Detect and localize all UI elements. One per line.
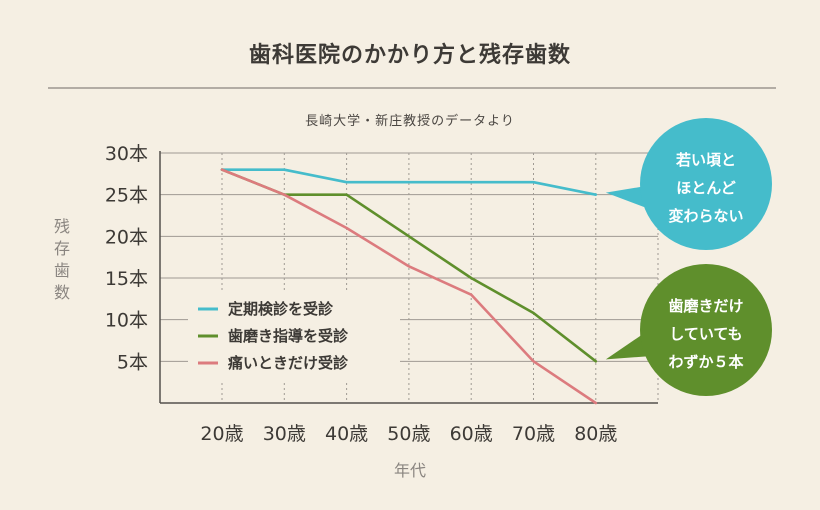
callout-pointer-1: [605, 332, 652, 360]
callout-pointer-0: [605, 186, 652, 210]
chart-title: 歯科医院のかかり方と残存歯数: [249, 42, 571, 68]
x-tick-label-3: 50歳: [387, 423, 430, 445]
y-axis-label-char-2: 歯: [54, 261, 70, 280]
series-lines: [220, 168, 598, 405]
y-tick-label-4: 10本: [105, 310, 148, 332]
x-tick-label-5: 70歳: [512, 423, 555, 445]
y-tick-label-1: 25本: [105, 185, 148, 207]
y-axis-label-char-3: 数: [54, 283, 70, 302]
legend-box: [188, 292, 400, 382]
series-line-2: [220, 168, 598, 405]
y-axis-label: 残存歯数: [54, 217, 70, 302]
y-axis-label-char-0: 残: [54, 217, 70, 236]
callout-text-1-1: していても: [669, 325, 742, 343]
y-tick-label-2: 20本: [105, 226, 148, 248]
y-tick-label-3: 15本: [105, 268, 148, 290]
callout-text-0-0: 若い頃と: [675, 151, 736, 169]
y-ticks: 30本 25本 20本 15本 10本 5本: [105, 143, 148, 373]
x-tick-label-2: 40歳: [325, 423, 368, 445]
callout-text-0-2: 変わらない: [668, 207, 743, 225]
y-tick-label-5: 5本: [117, 351, 148, 373]
y-axis-label-char-1: 存: [54, 239, 70, 258]
x-tick-label-1: 30歳: [263, 423, 306, 445]
callout-text-1-0: 歯磨きだけ: [668, 297, 743, 315]
y-tick-label-0: 30本: [105, 143, 148, 165]
chart-subtitle: 長崎大学・新庄教授のデータより: [305, 113, 515, 129]
callout-bubble-1: [640, 264, 772, 396]
series-line-0: [220, 168, 598, 196]
x-tick-label-0: 20歳: [200, 423, 243, 445]
x-axis-label: 年代: [394, 461, 426, 480]
x-ticks: 20歳 30歳 40歳 50歳 60歳 70歳 80歳: [200, 423, 617, 445]
x-tick-label-6: 80歳: [574, 423, 617, 445]
legend-entry-2: 痛いときだけ受診: [227, 354, 349, 372]
callout-text-0-1: ほとんど: [676, 179, 736, 197]
x-tick-label-4: 60歳: [450, 423, 493, 445]
callout-bubble-0: [640, 118, 772, 250]
axes: [159, 151, 658, 404]
legend-entry-1: 歯磨き指導を受診: [228, 327, 349, 345]
legend-entry-0: 定期検診を受診: [228, 300, 334, 318]
callout-text-1-2: わずか５本: [668, 353, 743, 371]
